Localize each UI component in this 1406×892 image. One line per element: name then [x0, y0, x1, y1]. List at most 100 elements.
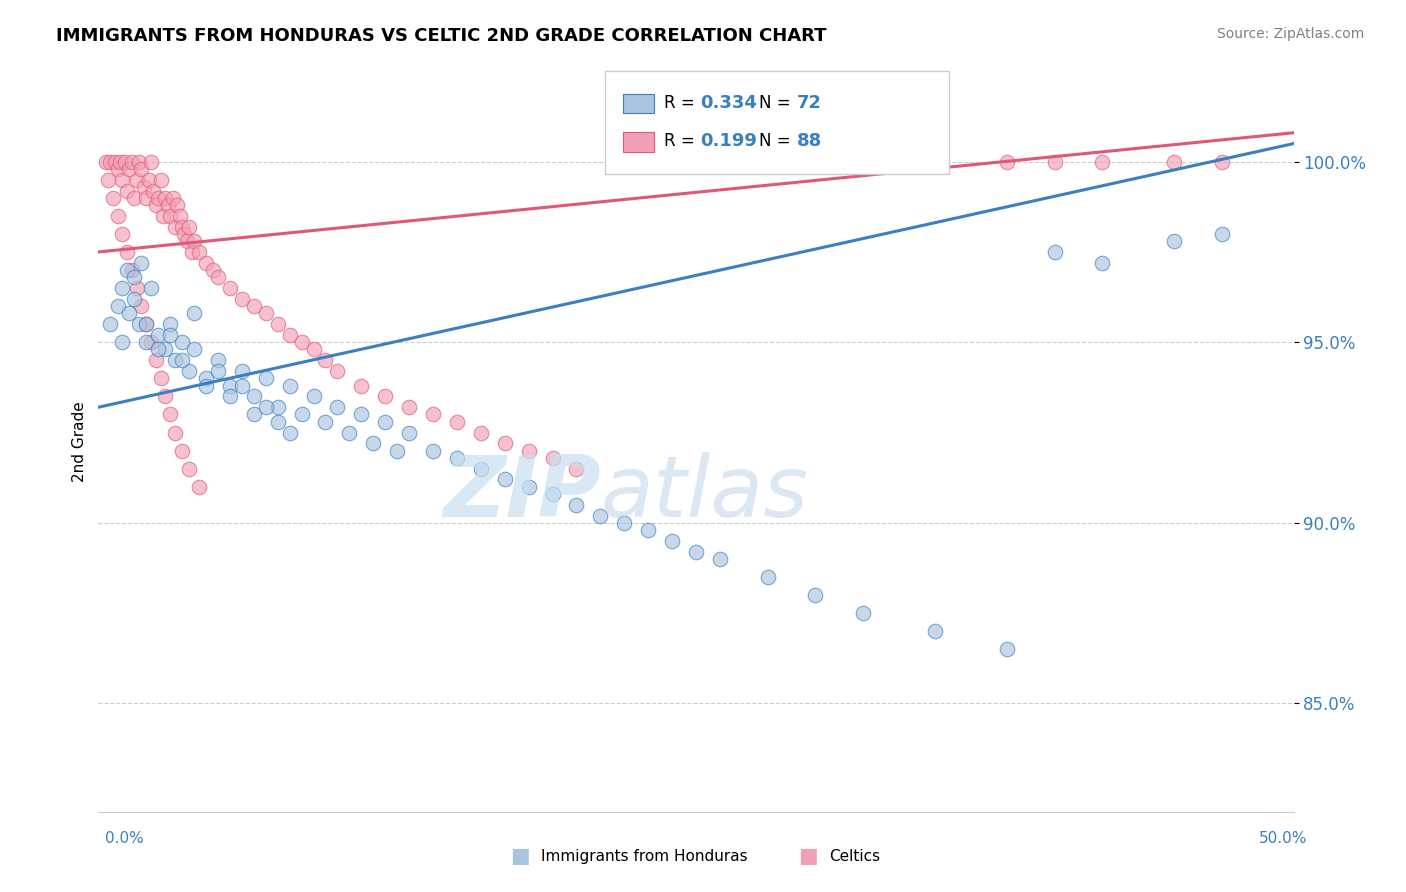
Point — [446, 415, 468, 429]
Point — [1211, 154, 1233, 169]
Point — [115, 263, 138, 277]
Point — [131, 256, 153, 270]
Text: R =: R = — [664, 132, 700, 150]
Text: ■: ■ — [510, 847, 530, 866]
Point — [661, 533, 683, 548]
Text: 50.0%: 50.0% — [1260, 831, 1308, 846]
Point — [97, 172, 120, 186]
Point — [159, 328, 181, 343]
Point — [101, 191, 124, 205]
Point — [202, 263, 225, 277]
Point — [804, 588, 827, 602]
Point — [172, 335, 194, 350]
Point — [374, 389, 396, 403]
Point — [350, 408, 373, 422]
Point — [1163, 154, 1185, 169]
Point — [135, 335, 157, 350]
Point — [589, 508, 612, 523]
Point — [422, 443, 444, 458]
Point — [115, 244, 138, 259]
Point — [111, 281, 134, 295]
Point — [163, 219, 186, 234]
Point — [470, 461, 492, 475]
Point — [98, 317, 122, 331]
Point — [132, 180, 155, 194]
Point — [398, 401, 420, 415]
Point — [128, 317, 150, 331]
Text: 0.199: 0.199 — [700, 132, 756, 150]
Point — [517, 480, 540, 494]
Point — [135, 317, 157, 331]
Text: Celtics: Celtics — [830, 849, 880, 863]
Point — [924, 154, 946, 169]
Point — [219, 281, 242, 295]
Point — [565, 498, 588, 512]
Point — [243, 299, 266, 313]
Point — [1043, 244, 1066, 259]
Point — [613, 516, 636, 530]
Point — [278, 425, 301, 440]
Point — [172, 443, 194, 458]
Point — [1091, 154, 1114, 169]
Point — [125, 172, 148, 186]
Point — [517, 443, 540, 458]
Point — [114, 154, 136, 169]
Point — [422, 408, 444, 422]
Point — [148, 343, 170, 357]
Point — [315, 353, 337, 368]
Text: 0.334: 0.334 — [700, 94, 756, 112]
Point — [139, 281, 162, 295]
Point — [159, 209, 181, 223]
Point — [350, 378, 373, 392]
Point — [121, 263, 143, 277]
Point — [541, 487, 564, 501]
Point — [315, 415, 337, 429]
Point — [470, 425, 492, 440]
Point — [398, 425, 420, 440]
Point — [152, 209, 174, 223]
Point — [852, 606, 875, 620]
Point — [121, 154, 143, 169]
Point — [111, 172, 134, 186]
Text: ■: ■ — [799, 847, 818, 866]
Point — [139, 154, 162, 169]
Point — [108, 154, 131, 169]
Point — [125, 281, 148, 295]
Text: R =: R = — [664, 94, 700, 112]
Point — [709, 552, 731, 566]
Point — [172, 219, 194, 234]
Text: ZIP: ZIP — [443, 452, 600, 535]
Point — [145, 198, 167, 212]
Point — [243, 389, 266, 403]
Point — [98, 154, 122, 169]
Point — [159, 317, 181, 331]
Point — [180, 244, 202, 259]
Point — [135, 317, 157, 331]
Text: IMMIGRANTS FROM HONDURAS VS CELTIC 2ND GRADE CORRELATION CHART: IMMIGRANTS FROM HONDURAS VS CELTIC 2ND G… — [56, 27, 827, 45]
Point — [637, 523, 659, 537]
Point — [254, 371, 277, 385]
Point — [145, 353, 167, 368]
Point — [195, 256, 218, 270]
Point — [156, 198, 179, 212]
Point — [135, 191, 157, 205]
Point — [363, 436, 385, 450]
Text: Immigrants from Honduras: Immigrants from Honduras — [541, 849, 748, 863]
Point — [326, 364, 349, 378]
Point — [128, 154, 150, 169]
Point — [1211, 227, 1233, 241]
Point — [995, 642, 1018, 657]
Point — [173, 227, 195, 241]
Point — [231, 378, 253, 392]
Point — [94, 154, 117, 169]
Point — [1163, 234, 1185, 248]
Point — [155, 389, 177, 403]
Point — [187, 480, 209, 494]
Point — [183, 306, 205, 320]
Point — [278, 378, 301, 392]
Point — [231, 292, 253, 306]
Y-axis label: 2nd Grade: 2nd Grade — [72, 401, 87, 482]
Point — [756, 154, 779, 169]
Text: Source: ZipAtlas.com: Source: ZipAtlas.com — [1216, 27, 1364, 41]
Point — [131, 299, 153, 313]
